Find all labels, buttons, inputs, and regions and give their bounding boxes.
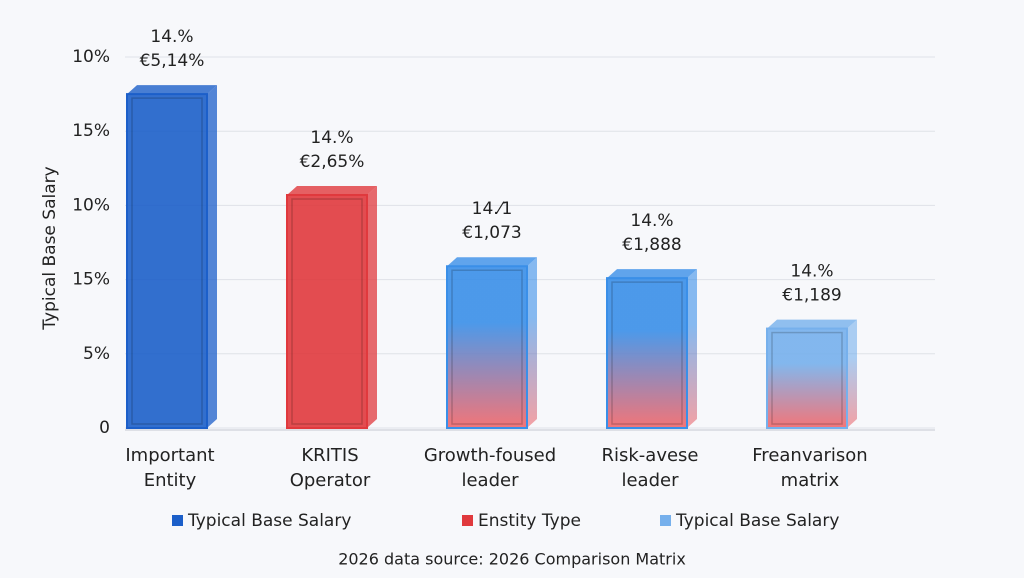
bar-top — [287, 186, 377, 196]
bar-side — [367, 186, 377, 428]
legend-swatch — [660, 515, 671, 526]
y-tick-label: 15% — [72, 270, 110, 290]
legend-swatch — [172, 515, 183, 526]
x-tick-label: leader — [621, 470, 679, 491]
y-tick-label: 5% — [83, 344, 110, 364]
x-tick-label: Entity — [144, 470, 197, 491]
bar-label: €1,073 — [462, 223, 521, 243]
bar-inner — [131, 97, 203, 425]
x-tick-label: Growth-foused — [424, 445, 556, 466]
bar-inner — [451, 269, 523, 425]
legend-label: Typical Base Salary — [675, 511, 839, 531]
x-tick-label: Important — [125, 445, 214, 466]
y-tick-label: 10% — [72, 195, 110, 215]
bar-label: 14.% — [790, 262, 833, 282]
bar-inner — [771, 331, 843, 425]
bar-side — [207, 85, 217, 428]
bar-label: €1,189 — [782, 286, 841, 306]
footer: 2026 data source: 2026 Comparison Matrix — [338, 550, 686, 569]
x-tick-label: Risk-avese — [601, 445, 698, 466]
bar — [286, 194, 368, 429]
bar-top — [127, 85, 217, 95]
x-tick-label: matrix — [781, 470, 840, 491]
bar-side — [527, 257, 537, 428]
bar — [446, 265, 528, 429]
x-tick-label: Operator — [290, 470, 371, 491]
y-axis-label: Typical Base Salary — [40, 166, 60, 330]
bar-top — [447, 257, 537, 267]
bar-label: 14.% — [310, 128, 353, 148]
x-tick-label: Freanvarison — [752, 445, 867, 466]
bar-label: 14.% — [630, 211, 673, 231]
x-tick-label: leader — [461, 470, 519, 491]
bar-inner — [291, 198, 363, 425]
bar — [126, 93, 208, 429]
legend-label: Enstity Type — [478, 511, 581, 531]
bar-side — [687, 269, 697, 428]
bar — [766, 327, 848, 429]
bar-inner — [611, 281, 683, 425]
bar-label: €2,65% — [300, 152, 365, 172]
y-tick-label: 15% — [72, 121, 110, 141]
x-tick-label: KRITIS — [301, 445, 358, 466]
y-tick-label: 0 — [99, 418, 110, 438]
bar-top — [767, 319, 857, 329]
bar — [606, 277, 688, 429]
bar-label: 14.% — [150, 27, 193, 47]
legend-label: Typical Base Salary — [187, 511, 351, 531]
bar-label: €1,888 — [622, 235, 681, 255]
bar-top — [607, 269, 697, 279]
legend-swatch — [462, 515, 473, 526]
bar-side — [847, 319, 857, 428]
bar-label: 14.⁄1 — [472, 199, 513, 219]
y-tick-label: 10% — [72, 47, 110, 67]
bar-label: €5,14% — [140, 51, 205, 71]
